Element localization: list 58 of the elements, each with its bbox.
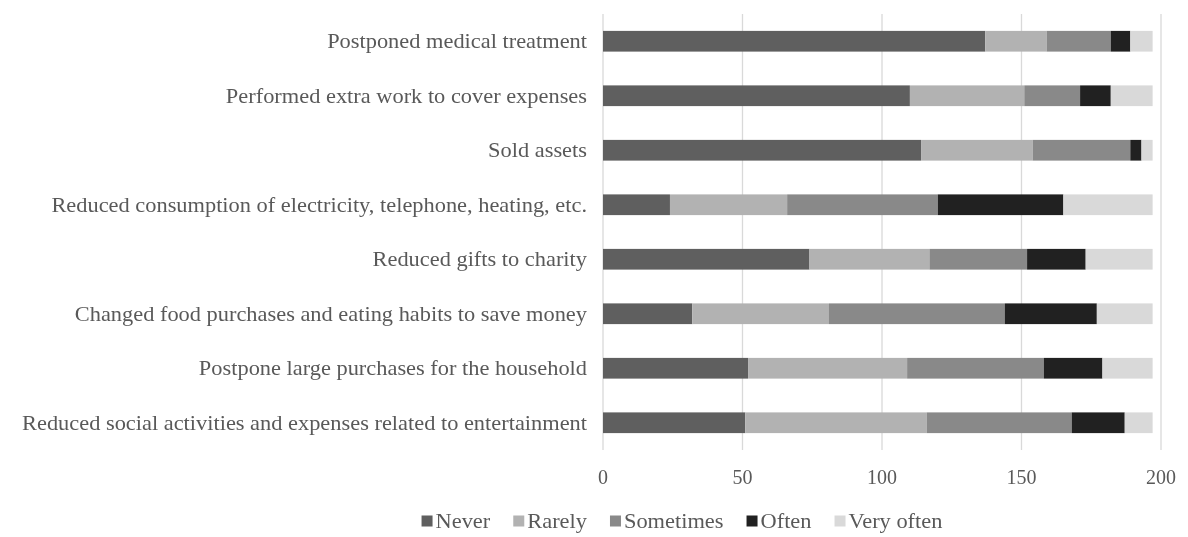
- y-tick-label: Changed food purchases and eating habits to save money: [74, 302, 588, 326]
- y-tick-label: Reduced consumption of electricity, telephone, heating, etc.: [51, 193, 587, 217]
- bar: [603, 85, 910, 107]
- y-tick-label: Sold assets: [488, 139, 587, 162]
- bar: [603, 412, 746, 434]
- bar: [787, 194, 938, 216]
- legend-label: Very often: [848, 510, 943, 533]
- bar: [1043, 357, 1103, 379]
- bar: [745, 412, 927, 434]
- bar: [1130, 30, 1153, 52]
- bar: [1080, 85, 1111, 107]
- bar: [603, 30, 986, 52]
- x-tick-label: 150: [1006, 466, 1037, 488]
- bar: [921, 139, 1033, 161]
- x-tick-label: 100: [867, 466, 897, 488]
- bar: [1141, 139, 1153, 161]
- bar: [1085, 248, 1153, 270]
- y-tick-label: Reduced social activities and expenses related to entertainment: [22, 411, 588, 435]
- y-tick-label: Postpone large purchases for the household: [198, 357, 588, 380]
- bar: [1032, 139, 1131, 161]
- y-tick-label: Performed extra work to cover expenses: [225, 84, 587, 108]
- bar: [603, 194, 670, 216]
- legend-label: Never: [435, 510, 491, 533]
- bar: [1027, 248, 1086, 270]
- bar: [1096, 303, 1153, 325]
- bar: [1046, 30, 1111, 52]
- bar: [748, 357, 908, 379]
- bar: [1024, 85, 1081, 107]
- bar: [809, 248, 930, 270]
- x-tick-label: 0: [598, 466, 608, 488]
- bar: [692, 303, 829, 325]
- legend-label: Sometimes: [623, 510, 724, 533]
- bar: [926, 412, 1072, 434]
- bar: [603, 303, 693, 325]
- y-tick-label: Postponed medical treatment: [327, 30, 588, 53]
- x-tick-label: 50: [732, 466, 753, 488]
- bar: [909, 85, 1025, 107]
- bar: [1102, 357, 1153, 379]
- bar: [603, 139, 922, 161]
- bar: [1130, 139, 1142, 161]
- bar: [1063, 194, 1153, 216]
- bar: [1004, 303, 1097, 325]
- bar: [828, 303, 1005, 325]
- bar: [907, 357, 1044, 379]
- legend-label: Often: [760, 510, 812, 533]
- bar: [669, 194, 788, 216]
- bar: [1124, 412, 1153, 434]
- bar: [985, 30, 1047, 52]
- x-tick-label: 200: [1146, 466, 1176, 488]
- bar: [1110, 30, 1131, 52]
- legend-label: Rarely: [527, 510, 588, 533]
- bar: [1071, 412, 1125, 434]
- bar: [937, 194, 1064, 216]
- bar: [929, 248, 1028, 270]
- bar: [1110, 85, 1153, 107]
- bar: [603, 357, 749, 379]
- y-tick-label: Reduced gifts to charity: [372, 248, 588, 271]
- bar: [603, 248, 810, 270]
